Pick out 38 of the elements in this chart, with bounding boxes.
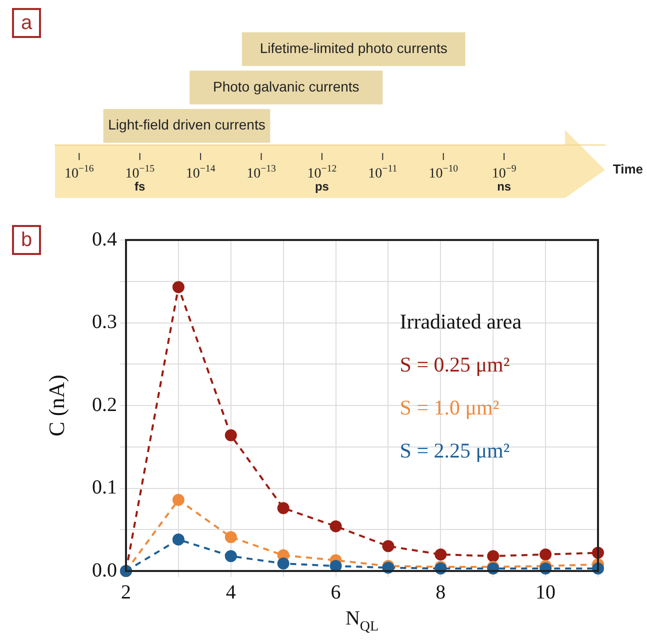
point xyxy=(277,502,290,514)
text: ns xyxy=(497,179,512,194)
point xyxy=(224,429,237,442)
point xyxy=(172,281,184,294)
x-tick-label: 10 xyxy=(536,581,556,604)
text: S = 2.25 μm² xyxy=(400,438,510,462)
legend-title: Irradiated area xyxy=(400,309,522,334)
point xyxy=(330,520,342,532)
y-tick-label: Photo galvanic currents xyxy=(212,78,360,94)
x-tick-label: 2 xyxy=(121,581,131,604)
point xyxy=(172,534,184,546)
y-tick-label: Lifetime-limited photo currents xyxy=(260,40,448,56)
y-tick-label: 0.0 xyxy=(92,559,117,582)
text: S = 0.25 μm² xyxy=(400,352,510,376)
text: a xyxy=(12,8,42,38)
text: S = 1.0 μm² xyxy=(400,395,500,420)
text: b xyxy=(12,225,42,255)
point xyxy=(277,558,290,570)
point xyxy=(487,550,500,562)
x-tick-label: 4 xyxy=(226,581,236,604)
y-tick-label: 0.3 xyxy=(92,311,117,333)
point xyxy=(382,540,394,552)
y-tick-label: 0.1 xyxy=(92,476,117,498)
point xyxy=(540,548,552,560)
y-axis-title: C (nA) xyxy=(44,374,69,436)
y-tick-label: 0.4 xyxy=(92,228,117,250)
point xyxy=(224,550,237,562)
point xyxy=(224,531,237,544)
point xyxy=(434,548,447,560)
x-tick-label: 8 xyxy=(436,581,446,604)
x-tick-label: 6 xyxy=(330,581,341,604)
bar xyxy=(190,70,383,104)
y-tick-label: 0.2 xyxy=(92,394,117,416)
text: ps xyxy=(314,179,330,194)
y-tick-label: Light-field driven currents xyxy=(108,116,266,133)
point xyxy=(172,494,184,506)
x-axis-title: Time xyxy=(612,162,643,177)
text: fs xyxy=(134,179,146,194)
